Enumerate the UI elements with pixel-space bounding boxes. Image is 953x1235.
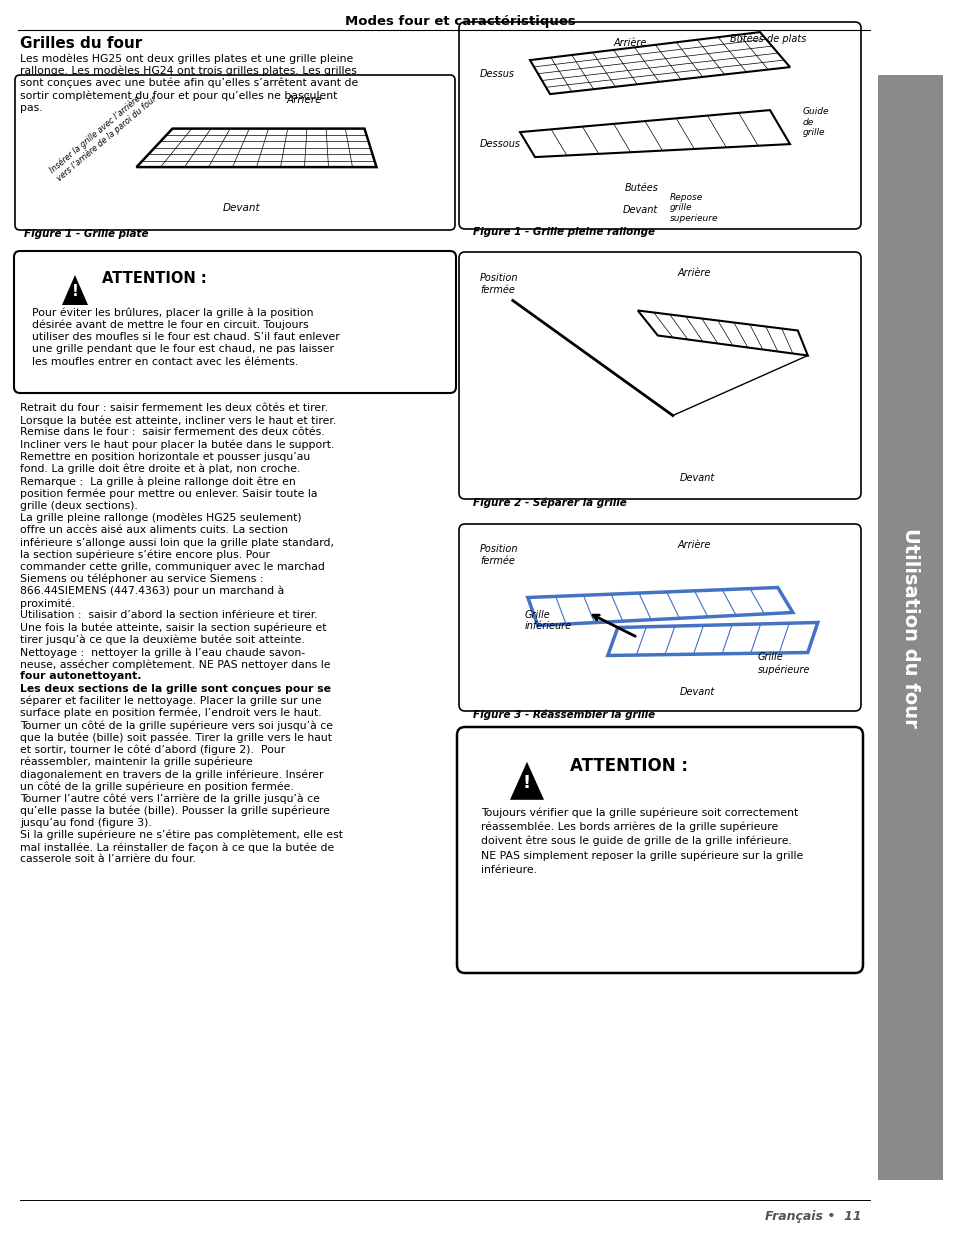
Text: Modes four et caractéristiques: Modes four et caractéristiques <box>344 15 575 28</box>
Text: Dessus: Dessus <box>479 69 515 79</box>
Polygon shape <box>510 762 543 800</box>
Text: Figure 1 - Grille pleine rallonge: Figure 1 - Grille pleine rallonge <box>473 227 655 237</box>
Text: Butées de plats: Butées de plats <box>729 33 805 43</box>
Text: diagonalement en travers de la grille inférieure. Insérer: diagonalement en travers de la grille in… <box>20 769 323 779</box>
Text: Les deux sections de la grille sont conçues pour se: Les deux sections de la grille sont conç… <box>20 684 331 694</box>
Text: jusqu’au fond (figure 3).: jusqu’au fond (figure 3). <box>20 818 152 827</box>
Text: sont conçues avec une butée afin qu’elles s’arrêtent avant de: sont conçues avec une butée afin qu’elle… <box>20 78 358 89</box>
Text: tirer jusqu’à ce que la deuxième butée soit atteinte.: tirer jusqu’à ce que la deuxième butée s… <box>20 635 304 646</box>
Text: réassemblée. Les bords arrières de la grille supérieure: réassemblée. Les bords arrières de la gr… <box>480 821 778 832</box>
Text: Figure 2 - Séparer la grille: Figure 2 - Séparer la grille <box>473 496 626 508</box>
Text: que la butée (bille) soit passée. Tirer la grille vers le haut: que la butée (bille) soit passée. Tirer … <box>20 732 332 743</box>
Text: Figure 3 - Réassembler la grille: Figure 3 - Réassembler la grille <box>473 709 655 720</box>
FancyBboxPatch shape <box>458 524 861 711</box>
Text: !: ! <box>71 284 78 299</box>
Text: Tourner un côté de la grille supérieure vers soi jusqu’à ce: Tourner un côté de la grille supérieure … <box>20 720 333 731</box>
Text: utiliser des moufles si le four est chaud. S’il faut enlever: utiliser des moufles si le four est chau… <box>32 332 339 342</box>
Text: sortir complètement du four et pour qu’elles ne basculent: sortir complètement du four et pour qu’e… <box>20 90 337 101</box>
Text: four autonettoyant.: four autonettoyant. <box>20 672 141 682</box>
Text: Remettre en position horizontale et pousser jusqu’au: Remettre en position horizontale et pous… <box>20 452 310 462</box>
Text: Guide
de
grille: Guide de grille <box>802 107 828 137</box>
Text: !: ! <box>522 773 531 792</box>
Text: 866.44SIEMENS (447.4363) pour un marchand à: 866.44SIEMENS (447.4363) pour un marchan… <box>20 585 284 597</box>
Text: pas.: pas. <box>20 103 43 112</box>
Text: inférieure.: inférieure. <box>480 864 537 876</box>
FancyBboxPatch shape <box>15 75 455 230</box>
Text: Lorsque la butée est atteinte, incliner vers le haut et tirer.: Lorsque la butée est atteinte, incliner … <box>20 415 335 426</box>
Text: un côté de la grille supérieure en position fermée.: un côté de la grille supérieure en posit… <box>20 782 294 792</box>
Text: Devant: Devant <box>679 687 715 697</box>
Text: Tourner l’autre côté vers l’arrière de la grille jusqu’à ce: Tourner l’autre côté vers l’arrière de l… <box>20 793 319 804</box>
Text: Arrière: Arrière <box>286 95 322 105</box>
Text: Position
fermée: Position fermée <box>479 273 518 295</box>
Text: ATTENTION :: ATTENTION : <box>102 270 207 287</box>
Text: grille (deux sections).: grille (deux sections). <box>20 500 138 510</box>
Text: Figure 1 - Grille plate: Figure 1 - Grille plate <box>24 228 149 240</box>
Bar <box>877 75 942 1179</box>
Text: la section supérieure s’étire encore plus. Pour: la section supérieure s’étire encore plu… <box>20 550 270 559</box>
Text: neuse, assécher complètement. NE PAS nettoyer dans le: neuse, assécher complètement. NE PAS net… <box>20 659 330 669</box>
FancyBboxPatch shape <box>458 22 861 228</box>
Text: et sortir, tourner le côté d’abord (figure 2).  Pour: et sortir, tourner le côté d’abord (figu… <box>20 745 285 755</box>
Text: Pour éviter les brûlures, placer la grille à la position: Pour éviter les brûlures, placer la gril… <box>32 308 314 317</box>
Text: séparer et faciliter le nettoyage. Placer la grille sur une: séparer et faciliter le nettoyage. Place… <box>20 695 321 706</box>
FancyBboxPatch shape <box>14 251 456 393</box>
Text: Arrière: Arrière <box>613 38 646 48</box>
Text: inférieure s’allonge aussi loin que la grille plate standard,: inférieure s’allonge aussi loin que la g… <box>20 537 334 547</box>
Text: Incliner vers le haut pour placer la butée dans le support.: Incliner vers le haut pour placer la but… <box>20 440 334 450</box>
Text: Grille
supérieure: Grille supérieure <box>757 652 809 674</box>
Text: ATTENTION :: ATTENTION : <box>569 757 687 776</box>
Text: fond. La grille doit être droite et à plat, non croche.: fond. La grille doit être droite et à pl… <box>20 464 300 474</box>
Text: Les modèles HG25 ont deux grilles plates et une grille pleine: Les modèles HG25 ont deux grilles plates… <box>20 53 353 63</box>
Text: Dessous: Dessous <box>479 140 520 149</box>
Text: Arrière: Arrière <box>677 268 710 278</box>
Text: Devant: Devant <box>222 203 260 212</box>
Text: rallonge. Les modèles HG24 ont trois grilles plates. Les grilles: rallonge. Les modèles HG24 ont trois gri… <box>20 65 356 77</box>
Text: Français •  11: Français • 11 <box>764 1210 862 1223</box>
Text: les moufles entrer en contact avec les éléments.: les moufles entrer en contact avec les é… <box>32 357 298 367</box>
Text: Remarque :  La grille à pleine rallonge doit être en: Remarque : La grille à pleine rallonge d… <box>20 477 295 487</box>
Text: Utilisation :  saisir d’abord la section inférieure et tirer.: Utilisation : saisir d’abord la section … <box>20 610 317 620</box>
FancyBboxPatch shape <box>458 252 861 499</box>
Text: proximité.: proximité. <box>20 598 75 609</box>
Text: commander cette grille, communiquer avec le marchad: commander cette grille, communiquer avec… <box>20 562 325 572</box>
Text: La grille pleine rallonge (modèles HG25 seulement): La grille pleine rallonge (modèles HG25 … <box>20 513 301 524</box>
Text: Grilles du four: Grilles du four <box>20 36 142 51</box>
Text: désirée avant de mettre le four en circuit. Toujours: désirée avant de mettre le four en circu… <box>32 320 309 330</box>
Text: position fermée pour mettre ou enlever. Saisir toute la: position fermée pour mettre ou enlever. … <box>20 488 317 499</box>
Text: surface plate en position fermée, l’endroit vers le haut.: surface plate en position fermée, l’endr… <box>20 708 321 719</box>
Text: Retrait du four : saisir fermement les deux côtés et tirer.: Retrait du four : saisir fermement les d… <box>20 403 328 412</box>
Text: Grille
inférieure: Grille inférieure <box>524 610 572 631</box>
Text: doivent être sous le guide de grille de la grille inférieure.: doivent être sous le guide de grille de … <box>480 836 791 846</box>
Text: Remise dans le four :  saisir fermement des deux côtés.: Remise dans le four : saisir fermement d… <box>20 427 324 437</box>
Text: Toujours vérifier que la grille supérieure soit correctement: Toujours vérifier que la grille supérieu… <box>480 806 798 818</box>
Text: Nettoyage :  nettoyer la grille à l’eau chaude savon-: Nettoyage : nettoyer la grille à l’eau c… <box>20 647 305 657</box>
Text: Devant: Devant <box>679 473 715 483</box>
Text: Repose
grille
superieure: Repose grille superieure <box>669 193 718 222</box>
Text: Butées: Butées <box>624 183 659 193</box>
Text: Insérer la grille avec l’arrière
vers l’arrière de la paroi du four: Insérer la grille avec l’arrière vers l’… <box>48 86 158 183</box>
Text: qu’elle passe la butée (bille). Pousser la grille supérieure: qu’elle passe la butée (bille). Pousser … <box>20 805 330 816</box>
FancyBboxPatch shape <box>456 727 862 973</box>
Text: réassembler, maintenir la grille supérieure: réassembler, maintenir la grille supérie… <box>20 757 253 767</box>
Text: mal installée. La réinstaller de façon à ce que la butée de: mal installée. La réinstaller de façon à… <box>20 842 334 852</box>
Text: Utilisation du four: Utilisation du four <box>900 527 919 727</box>
Text: Si la grille supérieure ne s’étire pas complètement, elle est: Si la grille supérieure ne s’étire pas c… <box>20 830 343 841</box>
Text: Position
fermée: Position fermée <box>479 543 518 566</box>
Text: Une fois la butée atteinte, saisir la section supérieure et: Une fois la butée atteinte, saisir la se… <box>20 622 326 634</box>
Polygon shape <box>62 275 88 305</box>
Text: casserole soit à l’arrière du four.: casserole soit à l’arrière du four. <box>20 855 195 864</box>
Text: Siemens ou téléphoner au service Siemens :: Siemens ou téléphoner au service Siemens… <box>20 574 263 584</box>
Text: Devant: Devant <box>621 205 657 215</box>
Text: offre un accès aisé aux aliments cuits. La section: offre un accès aisé aux aliments cuits. … <box>20 525 288 535</box>
Text: Arrière: Arrière <box>677 540 710 550</box>
Text: une grille pendant que le four est chaud, ne pas laisser: une grille pendant que le four est chaud… <box>32 345 334 354</box>
Text: NE PAS simplement reposer la grille supérieure sur la grille: NE PAS simplement reposer la grille supé… <box>480 851 802 861</box>
